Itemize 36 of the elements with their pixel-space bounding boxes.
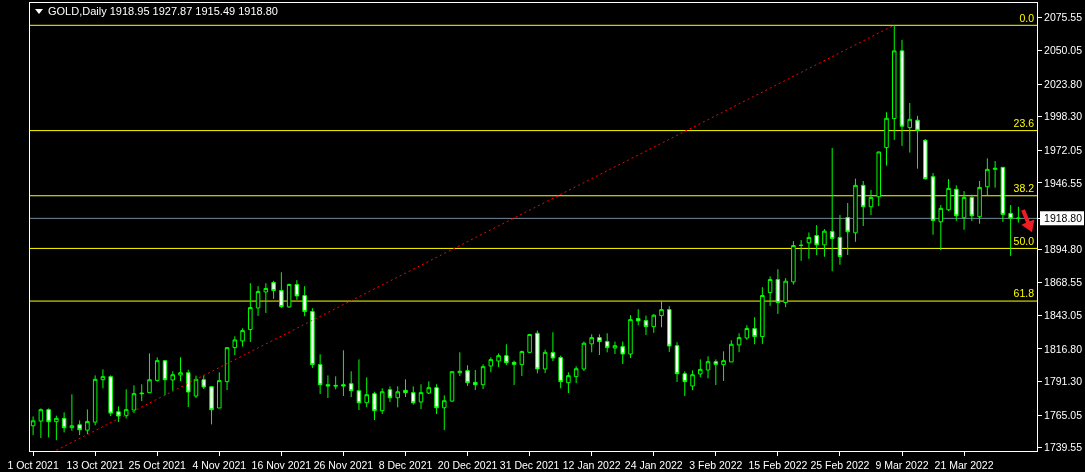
- y-tick-label: 2075.55: [1044, 11, 1083, 24]
- y-tick-label: 2023.80: [1044, 77, 1083, 90]
- y-tick-label: 2050.05: [1044, 44, 1083, 57]
- x-tick-label: 25 Oct 2021: [128, 458, 186, 471]
- x-tick-label: 12 Jan 2022: [562, 458, 621, 471]
- x-tick-label: 24 Jan 2022: [624, 458, 683, 471]
- x-tick-label: 8 Dec 2021: [378, 458, 433, 471]
- x-tick-label: 31 Dec 2021: [499, 458, 560, 471]
- x-tick-label: 21 Mar 2022: [934, 458, 994, 471]
- x-tick-label: 3 Feb 2022: [689, 458, 743, 471]
- y-tick-label: 1739.55: [1044, 441, 1083, 454]
- x-tick-label: 26 Nov 2021: [313, 458, 374, 471]
- y-tick-label: 1816.80: [1044, 342, 1083, 355]
- y2-tick-label: 50.0: [1013, 234, 1035, 247]
- y-tick-label: 1791.30: [1044, 375, 1083, 388]
- x-tick-label: 4 Nov 2021: [192, 458, 247, 471]
- x-tick-label: 15 Feb 2022: [748, 458, 808, 471]
- chart-title: GOLD,Daily 1918.95 1927.87 1915.49 1918.80: [48, 4, 278, 17]
- x-tick-label: 20 Dec 2021: [437, 458, 498, 471]
- y-tick-label: 1765.05: [1044, 408, 1083, 421]
- y2-tick-label: 38.2: [1013, 182, 1035, 195]
- y2-tick-label: 0.0: [1019, 11, 1035, 24]
- x-tick-label: 9 Mar 2022: [875, 458, 929, 471]
- y-tick-label: 1946.55: [1044, 176, 1083, 189]
- x-tick-label: 1 Oct 2021: [7, 458, 59, 471]
- y2-tick-label: 61.8: [1013, 287, 1035, 300]
- y-tick-label: 1998.30: [1044, 110, 1083, 123]
- y-tick-label: 1894.80: [1044, 242, 1083, 255]
- y-tick-label: 1843.05: [1044, 308, 1083, 321]
- x-tick-label: 25 Feb 2022: [810, 458, 870, 471]
- x-tick-label: 13 Oct 2021: [66, 458, 124, 471]
- x-tick-label: 16 Nov 2021: [251, 458, 312, 471]
- y-tick-label: 1868.55: [1044, 276, 1083, 289]
- y-tick-label: 1918.80: [1044, 212, 1083, 225]
- y-tick-label: 1972.05: [1044, 143, 1083, 156]
- y2-tick-label: 23.6: [1013, 116, 1035, 129]
